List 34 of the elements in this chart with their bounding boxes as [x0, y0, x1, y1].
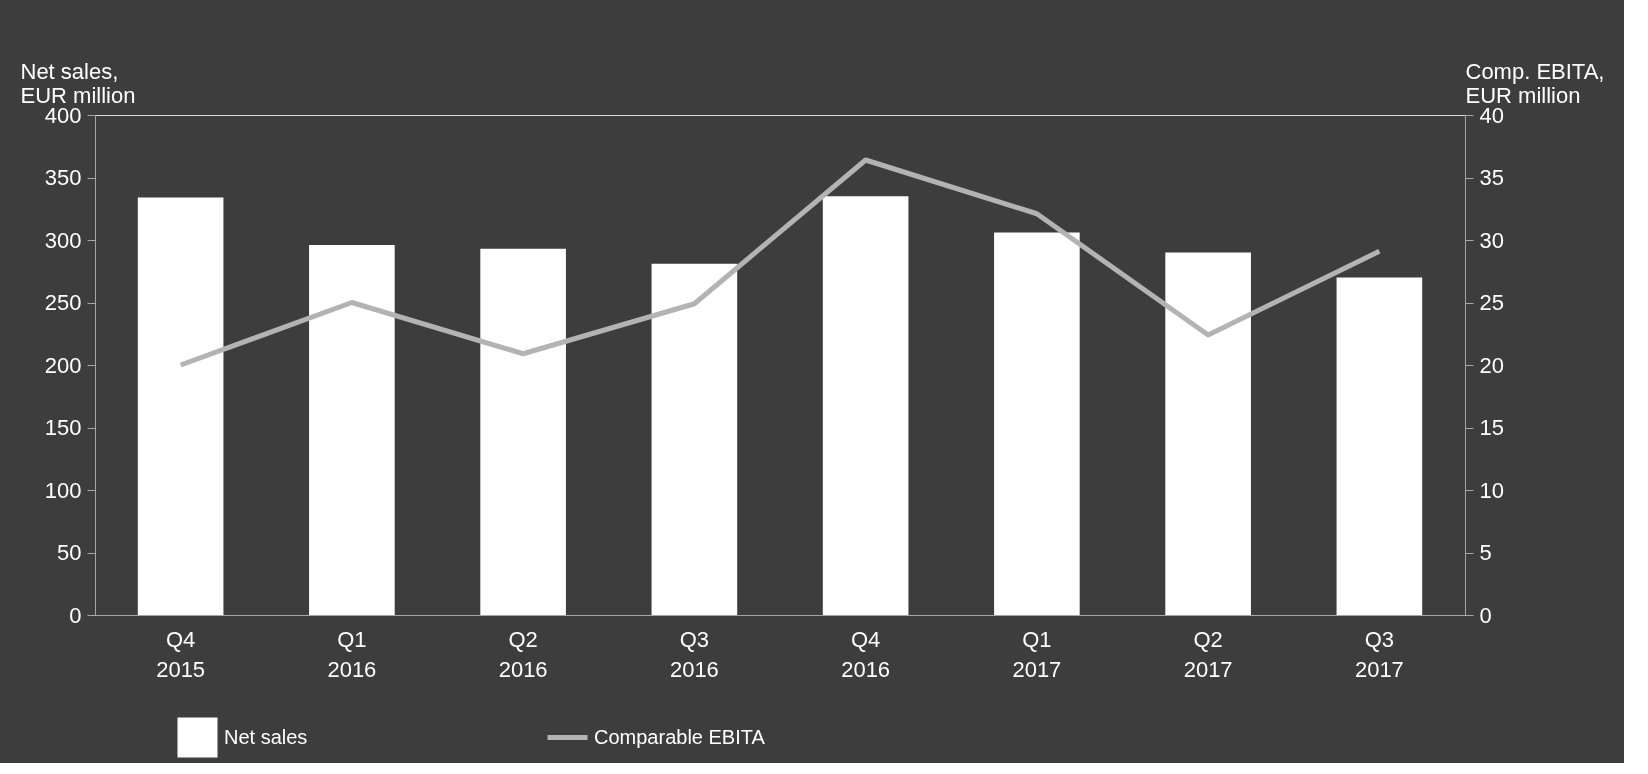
x-tick-label: Q1 2016: [327, 626, 377, 682]
y-tick-label: 150: [44, 415, 82, 440]
y2-tick-label: 5: [1479, 540, 1492, 565]
y2-tick-label: 35: [1479, 165, 1504, 190]
y-tick-label: 50: [57, 540, 82, 565]
x-tick-label: Q3 2016: [669, 626, 719, 682]
bar: [1165, 252, 1251, 615]
y2-tick-label: 20: [1479, 352, 1504, 378]
y2-tick-label: 30: [1479, 227, 1504, 253]
bar: [137, 197, 224, 615]
y-tick-label: 100: [44, 477, 82, 503]
y-tick-label: 0: [69, 602, 82, 628]
y-tick-label: 350: [44, 165, 82, 190]
y2-tick-label: 0: [1479, 602, 1492, 628]
bar: [994, 232, 1080, 615]
bar: [309, 245, 395, 615]
y-tick-label: 250: [44, 290, 82, 315]
bar: [1336, 277, 1423, 615]
x-tick-label: Q2 2016: [498, 626, 548, 682]
y2-tick-label: 10: [1479, 477, 1504, 503]
x-tick-label: Q4 2015: [156, 626, 206, 682]
x-tick-label: Q1 2017: [1012, 626, 1062, 682]
x-tick-label: Q3 2017: [1354, 626, 1404, 682]
y2-tick-label: 15: [1479, 415, 1504, 440]
bar: [651, 263, 738, 615]
y2-tick-label: 25: [1479, 290, 1504, 315]
legend-label: Net sales: [224, 725, 308, 748]
legend-label: Comparable EBITA: [594, 725, 766, 748]
y-tick-label: 300: [44, 227, 82, 253]
x-tick-label: Q2 2017: [1183, 626, 1233, 682]
bar: [480, 248, 566, 615]
bar: [822, 196, 909, 615]
x-tick-label: Q4 2016: [841, 626, 891, 682]
y-tick-label: 200: [44, 352, 82, 378]
